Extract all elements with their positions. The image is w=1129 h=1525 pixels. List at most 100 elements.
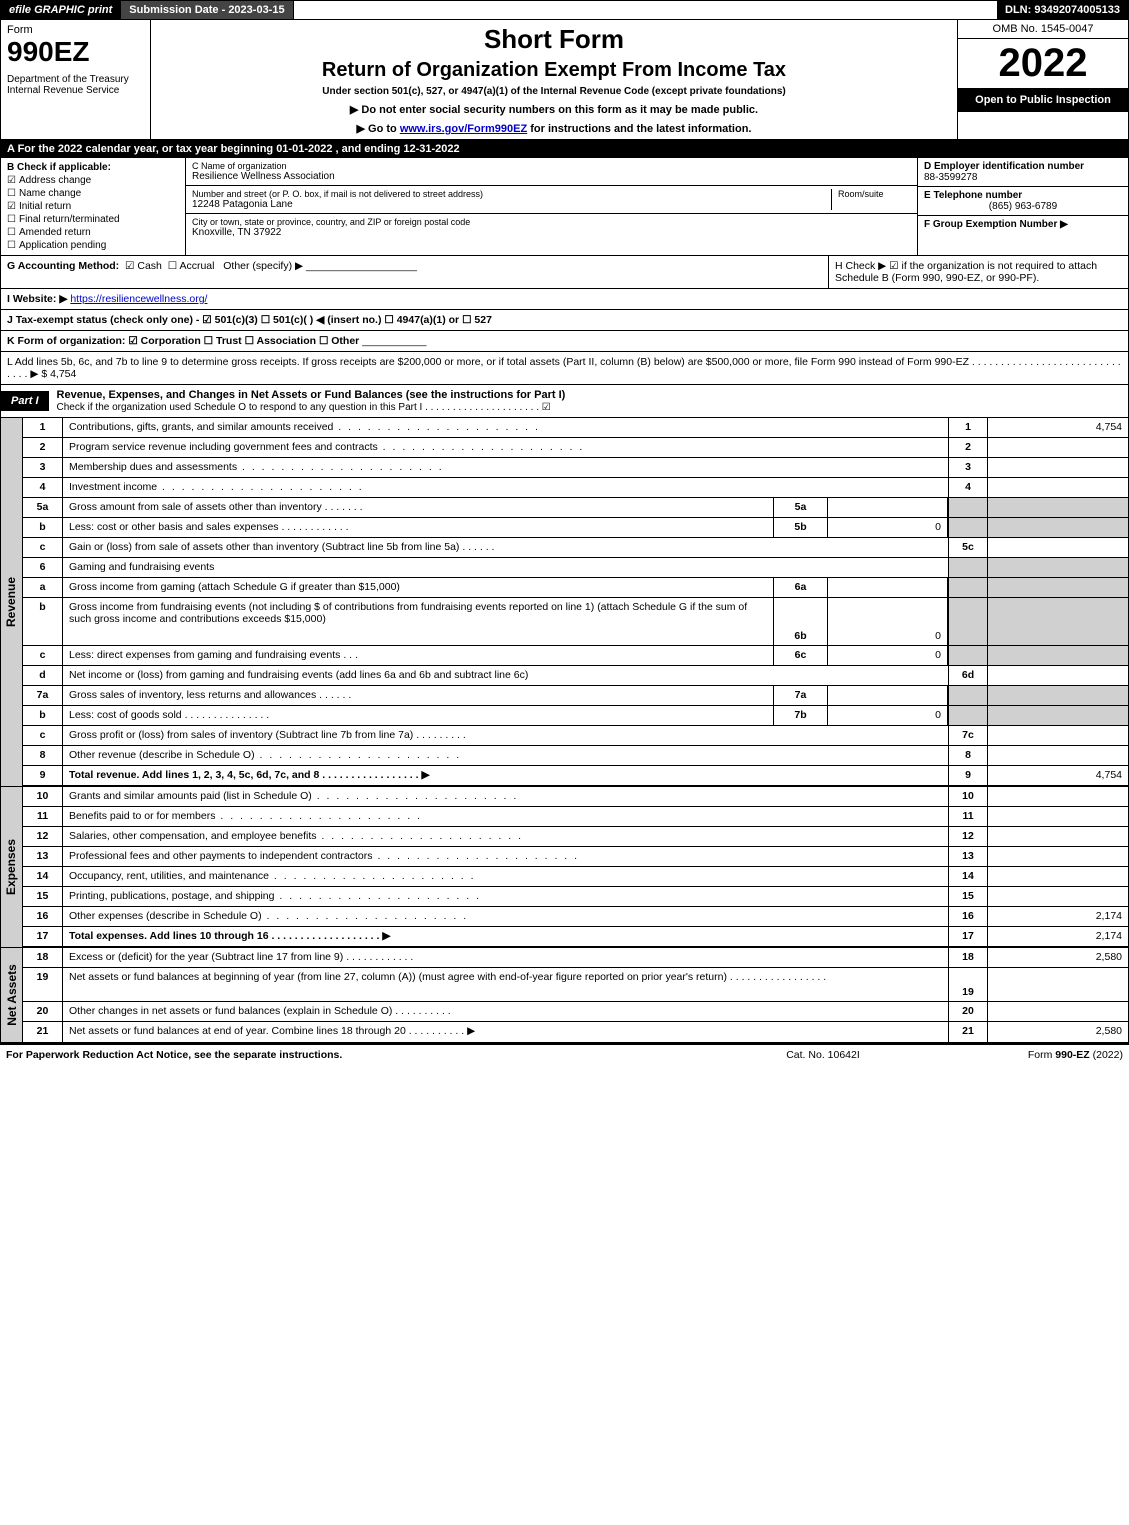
l5a-subval (828, 498, 948, 517)
l5a-rval (988, 498, 1128, 517)
instruction-1: ▶ Do not enter social security numbers o… (157, 103, 951, 116)
l16-rval: 2,174 (988, 907, 1128, 926)
instr2-pre: ▶ Go to (357, 123, 400, 135)
l5b-sub: 5b (773, 518, 828, 537)
l14-num: 14 (23, 867, 63, 886)
l1-rnum: 1 (948, 418, 988, 437)
l20-desc: Other changes in net assets or fund bala… (63, 1002, 948, 1021)
l6d-rnum: 6d (948, 666, 988, 685)
l14-desc: Occupancy, rent, utilities, and maintena… (63, 867, 948, 886)
check-application-pending[interactable]: Application pending (7, 240, 179, 251)
short-form-title: Short Form (157, 24, 951, 55)
omb-number: OMB No. 1545-0047 (958, 20, 1128, 39)
form-header: Form 990EZ Department of the Treasury In… (0, 20, 1129, 140)
check-address-change[interactable]: Address change (7, 175, 179, 186)
l9-rval: 4,754 (988, 766, 1128, 785)
l10-rnum: 10 (948, 787, 988, 806)
l7c-num: c (23, 726, 63, 745)
l6d-desc: Net income or (loss) from gaming and fun… (63, 666, 948, 685)
l7b-sub: 7b (773, 706, 828, 725)
l5a-desc: Gross amount from sale of assets other t… (63, 498, 773, 517)
l19-rnum: 19 (948, 968, 988, 1001)
l21-rnum: 21 (948, 1022, 988, 1042)
phone-value: (865) 963-6789 (924, 201, 1122, 212)
part-1-title: Revenue, Expenses, and Changes in Net As… (49, 385, 1128, 417)
l7a-subval (828, 686, 948, 705)
l6c-desc: Less: direct expenses from gaming and fu… (63, 646, 773, 665)
l6a-rval (988, 578, 1128, 597)
l6b-sub: 6b (773, 598, 828, 645)
section-d: D Employer identification number 88-3599… (918, 158, 1128, 255)
l21-rval: 2,580 (988, 1022, 1128, 1042)
l3-desc: Membership dues and assessments (63, 458, 948, 477)
line-i: I Website: ▶ https://resiliencewellness.… (0, 289, 1129, 310)
l5c-rval (988, 538, 1128, 557)
open-to-public: Open to Public Inspection (958, 88, 1128, 112)
line-g-label: G Accounting Method: (7, 260, 119, 272)
org-name-cell: C Name of organization Resilience Wellne… (186, 158, 917, 186)
l6c-rval (988, 646, 1128, 665)
l7b-num: b (23, 706, 63, 725)
l7b-rval (988, 706, 1128, 725)
l6c-subval: 0 (828, 646, 948, 665)
l20-num: 20 (23, 1002, 63, 1021)
l8-num: 8 (23, 746, 63, 765)
l4-desc: Investment income (63, 478, 948, 497)
l7a-rnum (948, 686, 988, 705)
l8-rval (988, 746, 1128, 765)
l17-num: 17 (23, 927, 63, 946)
l18-desc: Excess or (deficit) for the year (Subtra… (63, 948, 948, 967)
l7a-sub: 7a (773, 686, 828, 705)
revenue-side-label: Revenue (1, 418, 23, 786)
l7a-desc: Gross sales of inventory, less returns a… (63, 686, 773, 705)
org-name-label: C Name of organization (192, 161, 911, 171)
l14-rnum: 14 (948, 867, 988, 886)
header-right: OMB No. 1545-0047 2022 Open to Public In… (958, 20, 1128, 139)
expenses-side-label: Expenses (1, 787, 23, 947)
l18-num: 18 (23, 948, 63, 967)
l20-rval (988, 1002, 1128, 1021)
check-final-return[interactable]: Final return/terminated (7, 214, 179, 225)
line-l: L Add lines 5b, 6c, and 7b to line 9 to … (0, 352, 1129, 385)
accounting-other[interactable]: Other (specify) ▶ ___________________ (217, 260, 417, 272)
accounting-cash[interactable]: ☑ Cash (122, 260, 162, 272)
l5c-num: c (23, 538, 63, 557)
l18-rnum: 18 (948, 948, 988, 967)
city-cell: City or town, state or province, country… (186, 214, 917, 241)
l21-num: 21 (23, 1022, 63, 1042)
efile-label[interactable]: efile GRAPHIC print (1, 1, 121, 19)
room-label: Room/suite (838, 189, 911, 199)
header-center: Short Form Return of Organization Exempt… (151, 20, 958, 139)
city-value: Knoxville, TN 37922 (192, 227, 911, 238)
check-amended-return[interactable]: Amended return (7, 227, 179, 238)
line-g: G Accounting Method: ☑ Cash ☐ Accrual Ot… (1, 256, 828, 288)
instr2-post: for instructions and the latest informat… (527, 123, 751, 135)
accounting-accrual[interactable]: ☐ Accrual (165, 260, 215, 272)
line-i-label: I Website: ▶ (7, 293, 67, 305)
check-initial-return[interactable]: Initial return (7, 201, 179, 212)
l5a-rnum (948, 498, 988, 517)
city-label: City or town, state or province, country… (192, 217, 911, 227)
l6-desc: Gaming and fundraising events (63, 558, 948, 577)
l1-desc: Contributions, gifts, grants, and simila… (63, 418, 948, 437)
group-label: F Group Exemption Number ▶ (924, 219, 1122, 230)
l12-rnum: 12 (948, 827, 988, 846)
irs-link[interactable]: www.irs.gov/Form990EZ (400, 123, 527, 135)
website-link[interactable]: https://resiliencewellness.org/ (70, 293, 207, 305)
phone-cell: E Telephone number (865) 963-6789 (918, 187, 1128, 216)
l7b-subval: 0 (828, 706, 948, 725)
l20-rnum: 20 (948, 1002, 988, 1021)
line-h: H Check ▶ ☑ if the organization is not r… (828, 256, 1128, 288)
check-name-change[interactable]: Name change (7, 188, 179, 199)
l18-rval: 2,580 (988, 948, 1128, 967)
l5a-sub: 5a (773, 498, 828, 517)
l5b-rnum (948, 518, 988, 537)
line-j: J Tax-exempt status (check only one) - ☑… (0, 310, 1129, 331)
l7a-num: 7a (23, 686, 63, 705)
l2-desc: Program service revenue including govern… (63, 438, 948, 457)
l12-desc: Salaries, other compensation, and employ… (63, 827, 948, 846)
submission-date: Submission Date - 2023-03-15 (121, 1, 293, 19)
l3-num: 3 (23, 458, 63, 477)
l5c-desc: Gain or (loss) from sale of assets other… (63, 538, 948, 557)
l6a-num: a (23, 578, 63, 597)
